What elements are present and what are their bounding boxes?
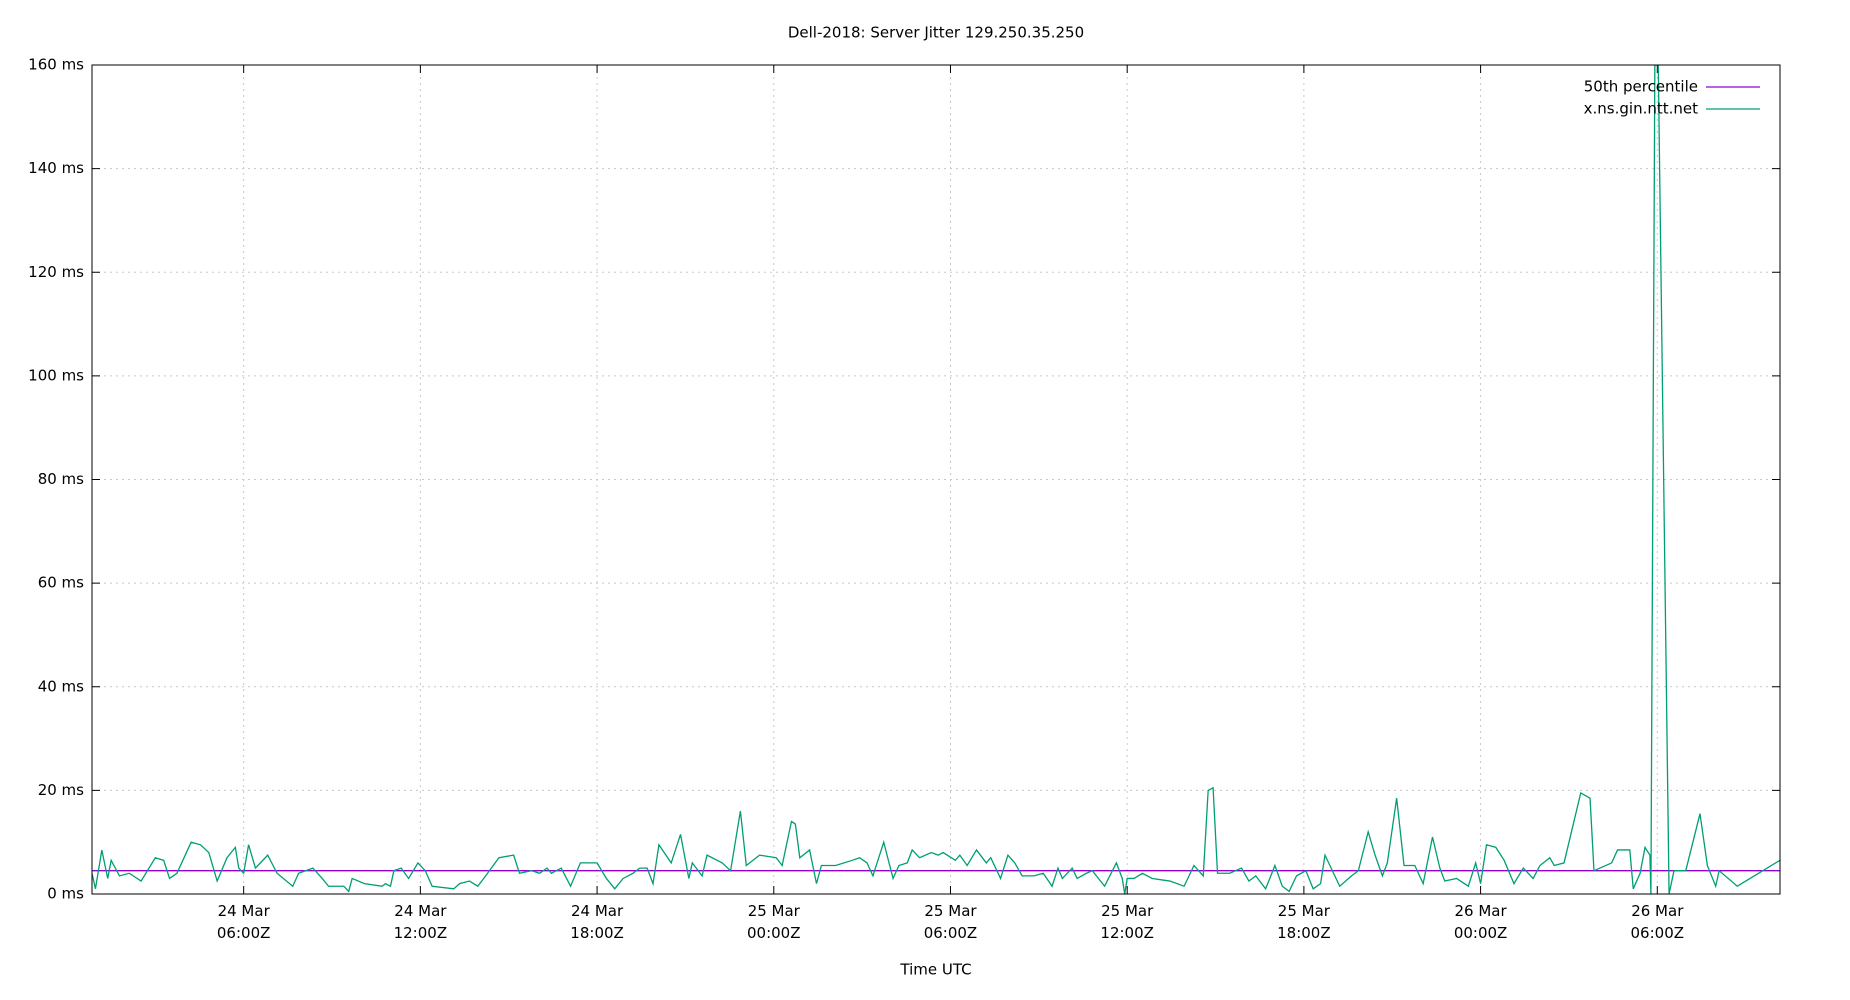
y-tick-label: 100 ms bbox=[28, 366, 84, 384]
x-axis-label: Time UTC bbox=[899, 961, 971, 979]
y-tick-label: 20 ms bbox=[38, 781, 84, 799]
x-tick-label: 25 Mar 12:00Z bbox=[1100, 902, 1154, 942]
legend-label: 50th percentile bbox=[1584, 78, 1698, 96]
x-tick-label: 25 Mar 00:00Z bbox=[747, 902, 801, 942]
plot-frame bbox=[91, 64, 1781, 895]
y-tick-label: 60 ms bbox=[38, 574, 84, 592]
x-tick-label: 25 Mar 06:00Z bbox=[923, 902, 978, 942]
x-tick-label: 24 Mar 12:00Z bbox=[393, 902, 448, 942]
chart-title: Dell-2018: Server Jitter 129.250.35.250 bbox=[788, 24, 1084, 42]
legend-label: x.ns.gin.ntt.net bbox=[1584, 100, 1698, 118]
x-tick-label: 24 Mar 06:00Z bbox=[216, 902, 271, 942]
y-tick-label: 140 ms bbox=[28, 159, 84, 177]
x-tick-label: 26 Mar 06:00Z bbox=[1630, 902, 1685, 942]
y-tick-label: 40 ms bbox=[38, 677, 84, 695]
y-tick-label: 160 ms bbox=[28, 56, 84, 74]
series-line bbox=[92, 65, 1780, 894]
y-tick-label: 120 ms bbox=[28, 263, 84, 281]
x-tick-label: 24 Mar 18:00Z bbox=[570, 902, 624, 942]
x-tick-label: 25 Mar 18:00Z bbox=[1277, 902, 1331, 942]
y-tick-label: 80 ms bbox=[38, 470, 84, 488]
y-tick-label: 0 ms bbox=[47, 885, 84, 903]
x-tick-label: 26 Mar 00:00Z bbox=[1453, 902, 1508, 942]
